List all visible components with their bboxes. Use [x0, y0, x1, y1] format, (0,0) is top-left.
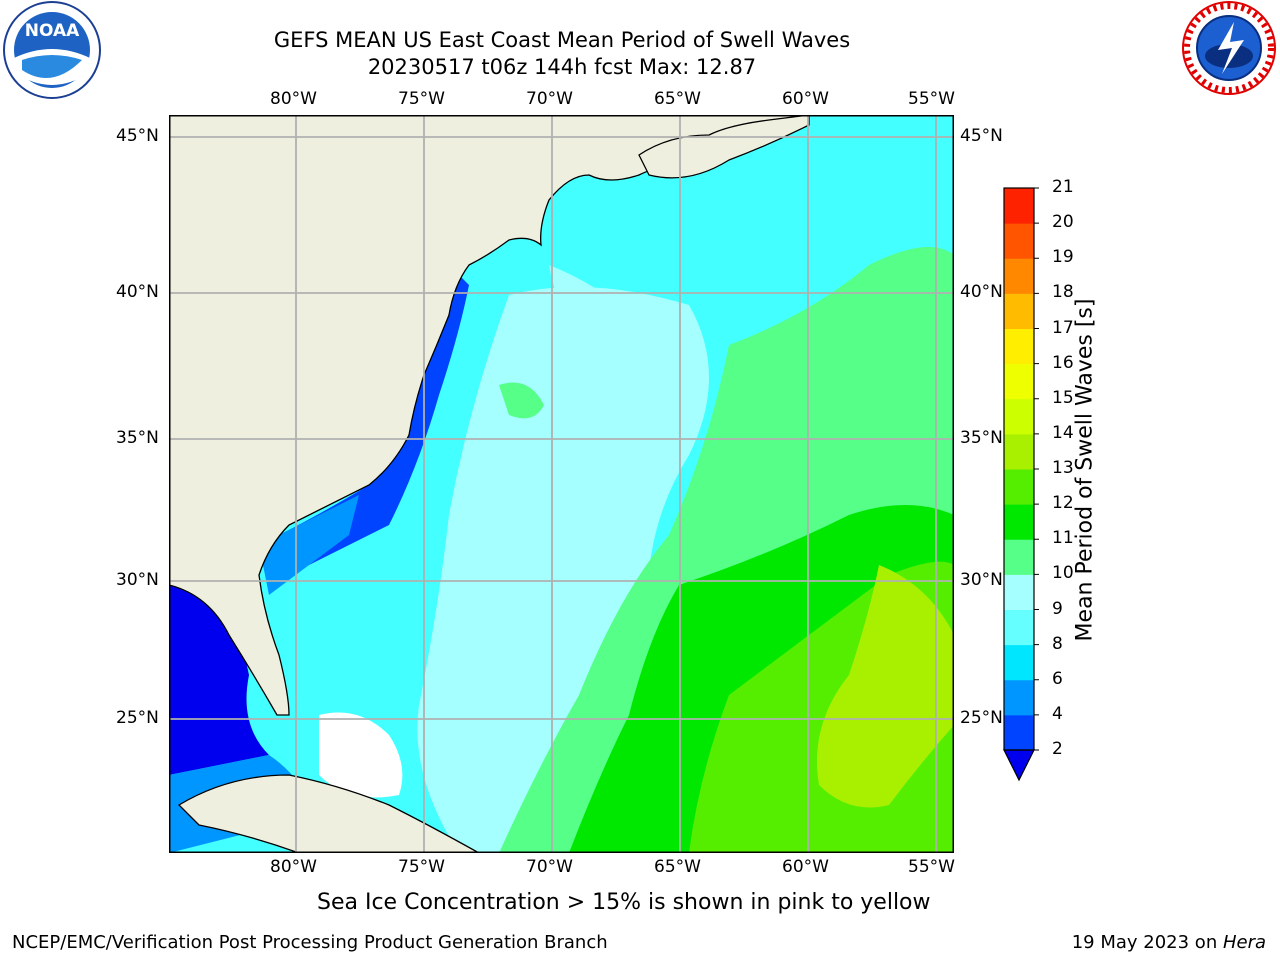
noaa-logo: NOAA: [0, 0, 104, 108]
footer-machine: Hera: [1222, 932, 1266, 953]
lat-tick-right: 30°N: [960, 570, 1003, 590]
colorbar-tick-label: 15: [1052, 387, 1074, 408]
lon-tick-bottom: 60°W: [782, 857, 829, 877]
colorbar-segment: [1004, 363, 1034, 400]
colorbar-segment: [1004, 328, 1034, 365]
colorbar-tick-label: 12: [1052, 493, 1074, 514]
map-panel: [169, 115, 954, 857]
colorbar-tick-label: 14: [1052, 422, 1074, 443]
lon-tick-top: 60°W: [782, 89, 829, 109]
colorbar-segment: [1004, 644, 1034, 681]
colorbar-tick-label: 6: [1052, 668, 1063, 689]
footer-date: 19 May 2023 on Hera: [1072, 932, 1266, 953]
lon-tick-top: 80°W: [270, 89, 317, 109]
colorbar-segment: [1004, 223, 1034, 259]
swell-period-map: [169, 115, 954, 853]
colorbar-segment: [1004, 433, 1034, 470]
colorbar-tick-label: 20: [1052, 212, 1074, 233]
nws-logo: [1178, 0, 1280, 104]
lon-tick-bottom: 65°W: [654, 857, 701, 877]
lon-tick-top: 55°W: [908, 89, 955, 109]
lat-tick-left: 30°N: [116, 570, 159, 590]
colorbar-segment: [1004, 504, 1034, 540]
lat-tick-right: 35°N: [960, 428, 1003, 448]
colorbar-tick-label: 21: [1052, 177, 1074, 197]
colorbar-tick-label: 10: [1052, 563, 1074, 584]
colorbar-tick-label: 13: [1052, 458, 1074, 478]
footer-credit: NCEP/EMC/Verification Post Processing Pr…: [12, 932, 608, 953]
noaa-logo-text: NOAA: [25, 21, 80, 41]
chart-subtitle: 20230517 t06z 144h fcst Max: 12.87: [367, 55, 757, 79]
lon-tick-bottom: 70°W: [526, 857, 573, 877]
colorbar-tick-label: 19: [1052, 247, 1074, 268]
lat-tick-left: 40°N: [116, 282, 159, 302]
lat-tick-left: 35°N: [116, 428, 159, 448]
footer-date-text: 19 May 2023 on: [1071, 932, 1223, 953]
sea-ice-note: Sea Ice Concentration > 15% is shown in …: [317, 890, 931, 915]
lon-tick-top: 65°W: [654, 89, 701, 109]
colorbar-segment: [1004, 398, 1034, 435]
colorbar-segment: [1004, 539, 1034, 575]
colorbar-segment: [1004, 188, 1034, 224]
lat-tick-left: 25°N: [116, 708, 159, 728]
colorbar-tick-label: 4: [1052, 703, 1063, 724]
colorbar-tick-label: 18: [1052, 282, 1074, 303]
lon-tick-top: 75°W: [398, 89, 445, 109]
colorbar-segment: [1004, 574, 1034, 610]
lat-tick-right: 25°N: [960, 708, 1003, 728]
colorbar-extend-triangle: [1003, 749, 1035, 782]
colorbar-tick-label: 17: [1052, 317, 1074, 338]
colorbar-label: Mean Period of Swell Waves [s]: [1072, 298, 1098, 642]
colorbar-segment: [1004, 469, 1034, 505]
colorbar-segment: [1004, 293, 1034, 329]
colorbar-segment: [1004, 679, 1034, 716]
colorbar-tick-label: 11: [1052, 528, 1074, 549]
colorbar-tick-label: 2: [1052, 739, 1063, 759]
lat-tick-right: 40°N: [960, 282, 1003, 302]
lon-tick-bottom: 80°W: [270, 857, 317, 877]
colorbar-segment: [1004, 258, 1034, 294]
lon-tick-bottom: 55°W: [908, 857, 955, 877]
chart-title: GEFS MEAN US East Coast Mean Period of S…: [273, 28, 851, 52]
colorbar: [1000, 186, 1040, 790]
lat-tick-right: 45°N: [960, 126, 1003, 146]
colorbar-tick-label: 9: [1052, 598, 1063, 619]
graticule: [169, 115, 954, 853]
colorbar-segment: [1004, 714, 1034, 751]
colorbar-tick-label: 16: [1052, 352, 1074, 373]
colorbar-tick-label: 8: [1052, 633, 1063, 654]
colorbar-segment: [1004, 609, 1034, 646]
lon-tick-top: 70°W: [526, 89, 573, 109]
lat-tick-left: 45°N: [116, 126, 159, 146]
lon-tick-bottom: 75°W: [398, 857, 445, 877]
